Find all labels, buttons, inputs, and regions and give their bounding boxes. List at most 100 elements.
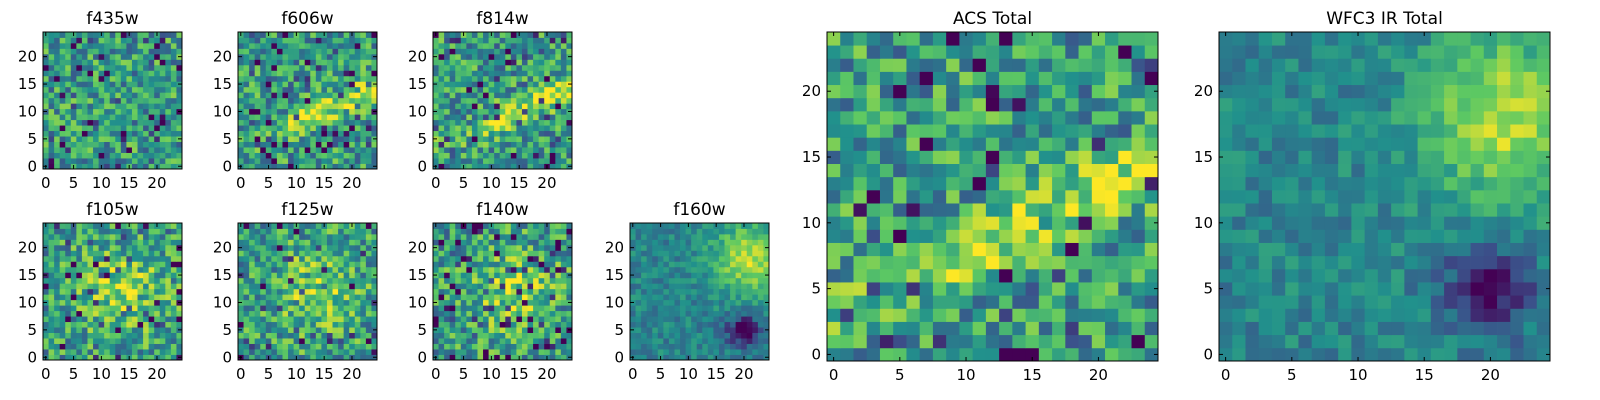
heatmap-cell [730,261,737,268]
heatmap-cell [243,316,250,323]
heatmap-cell [65,64,72,71]
heatmap-cell [444,294,451,301]
heatmap-cell [483,250,489,257]
heatmap-cell [304,130,311,137]
heatmap-cell [696,283,703,290]
heatmap-cell [104,283,111,290]
heatmap-cell [763,316,770,323]
heatmap-cell [332,294,339,301]
heatmap-cell [315,294,322,301]
heatmap-cell [43,305,49,312]
heatmap-cell [516,299,523,306]
heatmap-cell [48,136,55,142]
heatmap-cell [299,59,306,66]
heatmap-cell [730,294,737,301]
heatmap-cell [159,147,166,153]
heatmap-cell [299,114,306,121]
heatmap-cell [477,299,484,306]
heatmap-cell [271,283,278,290]
heatmap-cell [354,42,361,49]
heatmap-cell [752,261,759,268]
heatmap-cell [338,244,345,251]
heatmap-cell [444,97,451,104]
heatmap-cell [505,305,512,312]
heatmap-cell [746,310,753,317]
heatmap-cell [538,37,545,44]
heatmap-cell [483,37,489,44]
heatmap-cell [48,266,55,273]
heatmap-cell [544,272,551,279]
heatmap-cell [488,283,495,290]
heatmap-cell [544,86,551,93]
heatmap-cell [365,130,372,137]
heatmap-cell [293,103,300,110]
heatmap-cell [499,283,506,290]
heatmap-cell [59,354,66,361]
heatmap-cell [718,239,725,246]
heatmap-cell [326,228,333,235]
heatmap-cell [120,244,127,251]
heatmap-cell [354,288,361,295]
heatmap-cell [1052,295,1066,309]
heatmap-cell [76,163,83,170]
heatmap-cell [471,299,478,306]
heatmap-cell [566,261,573,268]
heatmap-cell [533,32,540,38]
heatmap-cell [488,327,495,333]
heatmap-cell [444,75,451,82]
heatmap-cell [143,332,150,339]
heatmap-cell [959,242,974,257]
heatmap-cell [691,272,698,279]
heatmap-cell [449,53,456,60]
heatmap-cell [483,86,489,93]
heatmap-cell [120,37,127,44]
heatmap-cell [343,147,350,153]
heatmap-cell [757,288,764,295]
heatmap-cell [265,277,272,284]
heatmap-cell [109,283,116,290]
heatmap-cell [254,75,261,82]
heatmap-cell [827,255,841,270]
heatmap-cell [265,233,272,240]
heatmap-cell [59,147,66,153]
heatmap-cell [304,255,311,262]
heatmap-cell [466,141,473,148]
heatmap-cell [315,288,322,295]
heatmap-cell [148,70,155,77]
heatmap-cell [959,268,974,283]
heatmap-cell [560,75,567,82]
heatmap-cell [510,152,517,159]
heatmap-cell [59,86,66,93]
heatmap-cell [360,59,367,66]
heatmap-cell [652,338,659,344]
heatmap-cell [449,266,456,273]
heatmap-cell [1118,295,1132,309]
heatmap-cell [510,321,517,328]
heatmap-cell [549,86,556,93]
heatmap-cell [560,305,567,312]
heatmap-cell [321,81,328,88]
heatmap-cell [165,125,172,132]
heatmap-cell [326,75,333,82]
heatmap-cell [560,37,567,44]
heatmap-cell [477,316,484,323]
heatmap-cell [81,32,88,38]
heatmap-cell [438,239,445,246]
heatmap-cell [354,310,361,317]
heatmap-cell [332,223,339,229]
heatmap-cell [641,288,648,295]
heatmap-cell [718,321,725,328]
heatmap-cell [299,136,306,142]
heatmap-cell [109,233,116,240]
heatmap-cell [932,229,947,243]
heatmap-cell [477,92,484,99]
heatmap-cell [293,92,300,99]
heatmap-cell [148,239,155,246]
heatmap-cell [866,295,881,309]
x-tick-label: 15 [120,365,139,383]
heatmap-cell [483,70,489,77]
heatmap-cell [349,92,356,99]
heatmap-cell [148,327,155,333]
heatmap-cell [93,158,99,164]
heatmap-cell [76,81,83,88]
